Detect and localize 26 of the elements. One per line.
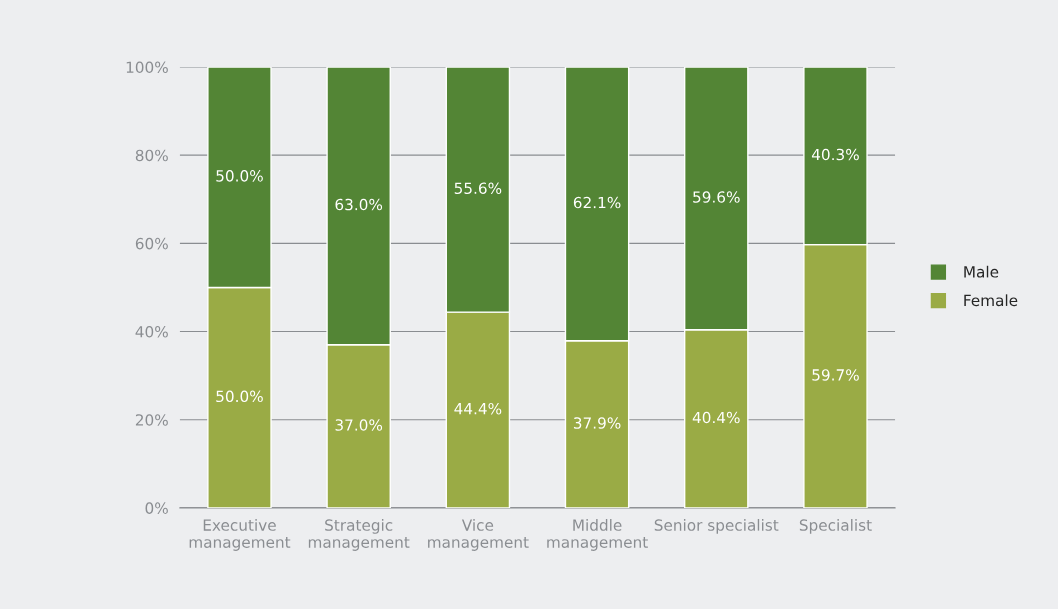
legend-label: Female: [964, 294, 1018, 307]
x-tick-label: Strategic management: [308, 519, 410, 551]
data-label: 63.0%: [335, 198, 383, 211]
data-label: 50.0%: [216, 390, 263, 403]
x-tick-label: Senior specialist: [654, 519, 779, 534]
x-tick-label: Middle management: [547, 519, 648, 551]
legend-label: Male: [964, 265, 999, 278]
y-tick-label: 60%: [135, 237, 168, 250]
y-tick-label: 100%: [126, 61, 168, 74]
data-label: 50.0%: [216, 170, 263, 182]
data-label: 40.4%: [692, 411, 740, 424]
x-tick-label: Vice management: [428, 519, 529, 551]
y-tick-label: 40%: [135, 326, 168, 338]
y-tick-label: 20%: [135, 414, 168, 426]
data-label: 44.4%: [454, 402, 502, 415]
y-tick-label: 0%: [145, 502, 168, 514]
data-label: 62.1%: [573, 196, 621, 209]
y-tick-label: 80%: [135, 149, 168, 162]
data-label: 37.9%: [573, 417, 621, 429]
x-tick-label: Executive management: [189, 519, 291, 551]
data-label: 40.3%: [811, 148, 859, 161]
data-label: 55.6%: [454, 182, 502, 194]
data-label: 59.6%: [693, 191, 740, 203]
data-label: 37.0%: [335, 419, 383, 431]
x-tick-label: Specialist: [799, 519, 872, 534]
data-label: 59.7%: [812, 369, 859, 381]
